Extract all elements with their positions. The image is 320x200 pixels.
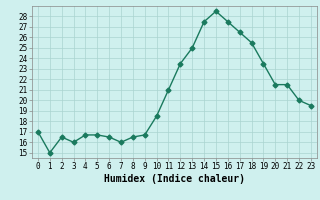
X-axis label: Humidex (Indice chaleur): Humidex (Indice chaleur) xyxy=(104,174,245,184)
